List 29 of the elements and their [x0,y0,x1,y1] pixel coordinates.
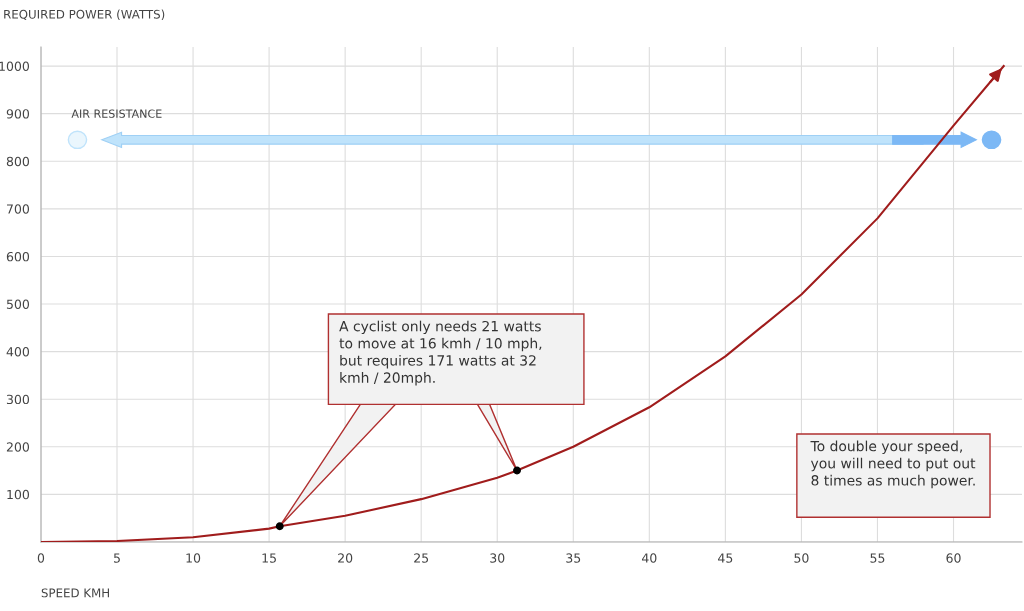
line-series [40,65,1005,542]
y-tick-label: 700 [7,204,30,214]
x-tick-label: 25 [414,553,429,563]
annotation: A cyclist only needs 21 watts to move at 16 kmh / 10 mph, but requires 171 watts at 32 kmh / 20mph. [339,320,542,386]
x-tick-label: 50 [794,553,809,563]
y-tick-label: 100 [7,489,30,500]
y-tick-label: 1000 [0,61,30,72]
x-tick-label: 35 [566,553,581,563]
x-tick-label: 60 [946,553,961,563]
y-tick-label: 400 [6,347,30,357]
annotation: AIR RESISTANCE [71,109,162,118]
y-tick-label: 300 [6,394,30,405]
y-tick-label: 800 [6,156,30,167]
x-tick-label: 5 [113,553,120,563]
y-tick-label: 900 [6,109,30,119]
x-tick-label: 55 [870,553,885,563]
x-tick-label: 10 [186,553,201,563]
y-axis-title: REQUIRED POWER (WATTS) [4,9,165,21]
annotation: To double your speed, you will need to put out 8 times as much power. [810,440,976,489]
y-tick-label: 600 [6,251,30,262]
x-tick-label: 20 [338,553,353,563]
x-tick-label: 40 [641,553,657,563]
x-tick-label: 45 [718,553,733,563]
x-tick-label: 15 [262,553,276,563]
x-axis-title: SPEED KMH [41,588,109,598]
x-tick-label: 30 [490,553,505,563]
y-tick-label: 200 [6,442,30,452]
x-tick-label: 0 [37,553,45,563]
y-tick-label: 500 [6,299,30,309]
